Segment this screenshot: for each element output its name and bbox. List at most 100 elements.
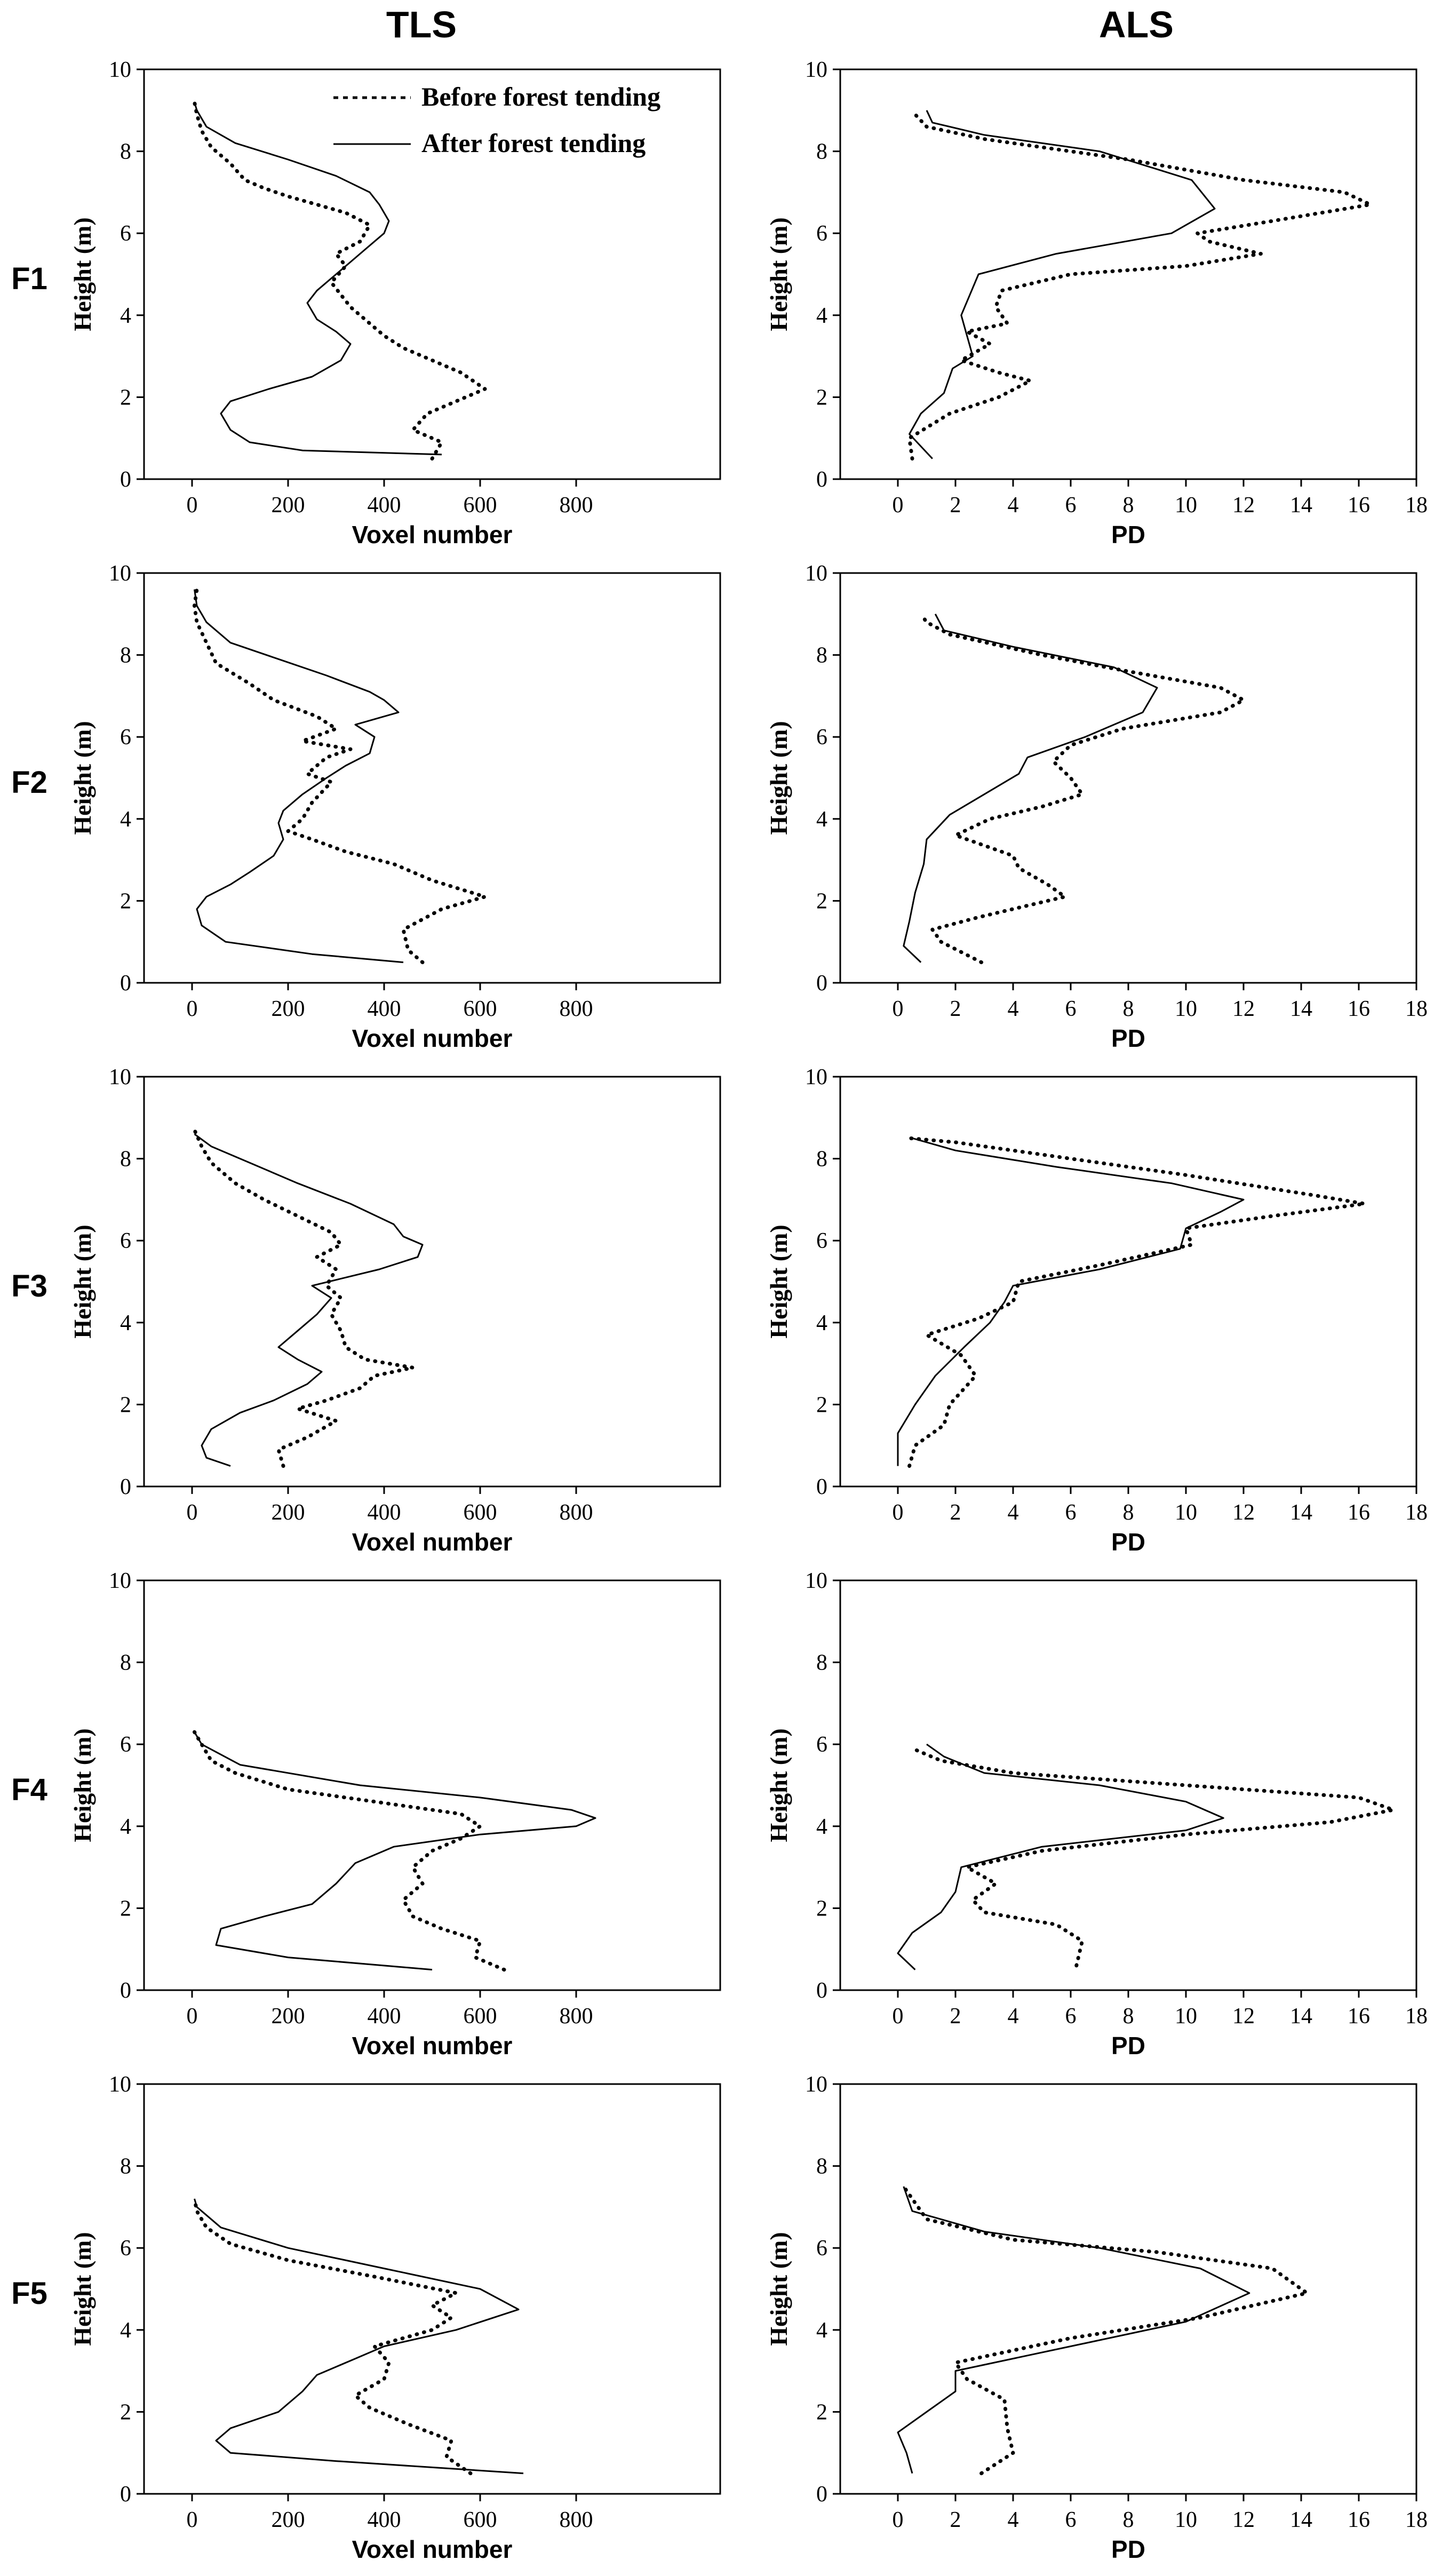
y-tick-label: 0 [120, 1475, 131, 1499]
x-tick-label: 16 [1348, 493, 1370, 518]
panel-f5-tls: 0 2 4 6 8 10 0 200 400 600 800 Voxel number Height (… [69, 2072, 721, 2563]
x-tick-label: 4 [1008, 1500, 1019, 1525]
y-tick-label: 2 [120, 2400, 131, 2424]
x-tick-label: 400 [368, 2508, 401, 2532]
x-axis-label-f5-tls: Voxel number [352, 2535, 513, 2563]
y-tick-label: 10 [109, 1065, 131, 1090]
x-tick-label: 10 [1175, 2508, 1197, 2532]
x-axis-label-f4-tls: Voxel number [352, 2032, 513, 2060]
series-before-forest-tending-f4-als [910, 1746, 1396, 1968]
x-tick-label: 4 [1008, 493, 1019, 518]
x-tick-label: 10 [1175, 1500, 1197, 1525]
x-tick-label: 12 [1232, 493, 1255, 518]
y-tick-label: 8 [120, 2154, 131, 2179]
plot-frame-f3-tls [143, 1076, 721, 1488]
x-tick-label: 18 [1405, 493, 1428, 518]
y-tick-label: 6 [120, 2236, 131, 2261]
series-after-forest-tending-f4-tls [194, 1731, 596, 1971]
panel-f2-als: 0 2 4 6 8 10 0 2 4 6 8 10 12 14 16 18 PD Height (m) [765, 561, 1428, 1052]
x-axis-label-f5-als: PD [1111, 2535, 1145, 2563]
x-tick-label: 0 [187, 1500, 198, 1525]
y-tick-label: 0 [816, 1475, 827, 1499]
x-tick-label: 16 [1348, 1500, 1370, 1525]
y-tick-label: 6 [816, 221, 827, 246]
series-after-forest-tending-f5-tls [194, 2198, 524, 2475]
x-axis-label-f2-als: PD [1111, 1024, 1145, 1052]
x-tick-label: 0 [187, 493, 198, 518]
x-tick-label: 0 [187, 2508, 198, 2532]
x-tick-label: 16 [1348, 997, 1370, 1021]
x-tick-label: 12 [1232, 1500, 1255, 1525]
panel-f3-als: 0 2 4 6 8 10 0 2 4 6 8 10 12 14 16 18 PD Height (m) [765, 1065, 1428, 1556]
y-tick-label: 6 [816, 725, 827, 750]
x-tick-label: 8 [1123, 493, 1134, 518]
y-tick-label: 8 [120, 1651, 131, 1675]
series-after-forest-tending-f3-tls [194, 1133, 424, 1467]
y-tick-label: 0 [120, 2482, 131, 2507]
x-tick-label: 0 [893, 2004, 904, 2029]
x-tick-label: 800 [560, 1500, 593, 1525]
panel-f5-als: 0 2 4 6 8 10 0 2 4 6 8 10 12 14 16 18 PD Height (m) [765, 2072, 1428, 2563]
y-tick-label: 4 [120, 1815, 131, 1839]
y-axis-label-f5-als: Height (m) [765, 2232, 792, 2346]
x-tick-label: 2 [950, 493, 961, 518]
series-after-forest-tending-f3-als [897, 1137, 1245, 1466]
y-tick-label: 0 [120, 1978, 131, 2003]
x-tick-label: 400 [368, 2004, 401, 2029]
plot-frame-f4-tls [143, 1579, 721, 1991]
y-tick-label: 0 [816, 2482, 827, 2507]
y-tick-label: 4 [120, 807, 131, 832]
x-tick-label: 2 [950, 2508, 961, 2532]
y-tick-label: 10 [109, 1569, 131, 1593]
y-tick-label: 6 [816, 2236, 827, 2261]
x-tick-label: 0 [187, 2004, 198, 2029]
row-label-f5: F5 [11, 2276, 47, 2311]
x-tick-label: 200 [272, 2004, 305, 2029]
series-before-forest-tending-f4-tls [193, 1730, 506, 1972]
x-tick-label: 2 [950, 997, 961, 1021]
panel-f3-tls: 0 2 4 6 8 10 0 200 400 600 800 Voxel number Height (… [69, 1065, 721, 1556]
x-tick-label: 600 [464, 997, 497, 1021]
y-axis-label-f4-als: Height (m) [765, 1728, 792, 1842]
series-after-forest-tending-f5-als [897, 2186, 1250, 2474]
y-tick-label: 4 [120, 1311, 131, 1335]
series-before-forest-tending-f5-als [902, 2184, 1309, 2476]
x-tick-label: 600 [464, 2508, 497, 2532]
x-tick-label: 12 [1232, 2508, 1255, 2532]
x-tick-label: 400 [368, 1500, 401, 1525]
x-axis-label-f3-als: PD [1111, 1528, 1145, 1556]
x-tick-label: 16 [1348, 2508, 1370, 2532]
y-tick-label: 8 [120, 140, 131, 164]
x-tick-label: 0 [893, 1500, 904, 1525]
y-tick-label: 10 [805, 1065, 827, 1090]
x-tick-label: 8 [1123, 997, 1134, 1021]
y-tick-label: 4 [120, 2318, 131, 2343]
x-axis-label-f1-als: PD [1111, 521, 1145, 548]
x-axis-label-f4-als: PD [1111, 2032, 1145, 2060]
x-tick-label: 800 [560, 2508, 593, 2532]
y-axis-label-f3-als: Height (m) [765, 1225, 792, 1338]
y-tick-label: 10 [805, 58, 827, 82]
x-tick-label: 14 [1290, 997, 1312, 1021]
series-after-forest-tending-f1-als [909, 110, 1216, 459]
column-title-als: ALS [1099, 4, 1174, 45]
panel-f1-als: 0 2 4 6 8 10 0 2 4 6 8 10 12 14 16 18 PD Height (m) [765, 58, 1428, 548]
x-tick-label: 14 [1290, 2004, 1312, 2029]
y-axis-label-f1-tls: Height (m) [69, 217, 96, 331]
y-tick-label: 8 [816, 1651, 827, 1675]
y-axis-label-f3-tls: Height (m) [69, 1225, 96, 1338]
series-before-forest-tending-f2-als [919, 612, 1246, 965]
x-tick-label: 12 [1232, 2004, 1255, 2029]
y-tick-label: 4 [816, 2318, 827, 2343]
x-tick-label: 4 [1008, 2508, 1019, 2532]
series-before-forest-tending-f3-tls [193, 1128, 415, 1468]
x-tick-label: 14 [1290, 1500, 1312, 1525]
x-tick-label: 18 [1405, 2508, 1428, 2532]
plot-frame-f1-tls [143, 68, 721, 480]
y-tick-label: 10 [805, 2072, 827, 2097]
y-tick-label: 2 [120, 1393, 131, 1417]
x-tick-label: 18 [1405, 1500, 1428, 1525]
y-tick-label: 2 [120, 385, 131, 410]
legend-before-label: Before forest tending [421, 82, 660, 112]
